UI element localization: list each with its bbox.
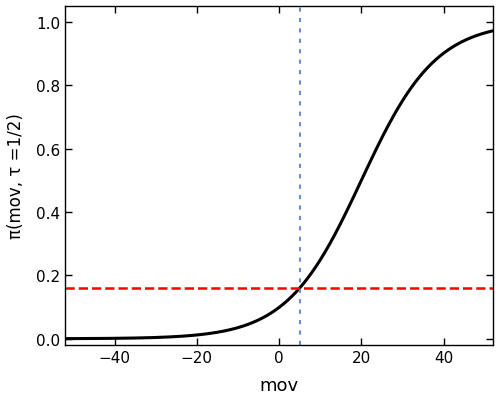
X-axis label: mov: mov [260,376,298,394]
Y-axis label: π(mov, τ =1/2): π(mov, τ =1/2) [7,113,25,239]
